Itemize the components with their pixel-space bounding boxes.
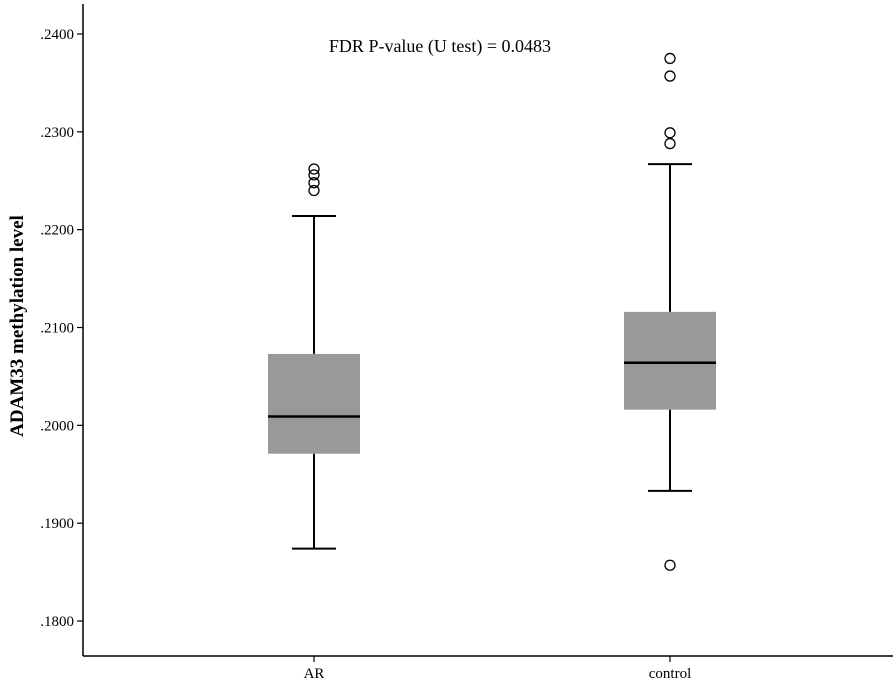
outlier-point: [664, 127, 676, 139]
y-tick-label: .1800: [40, 614, 74, 630]
x-ticks: AR control: [304, 656, 692, 682]
y-axis-title: ADAM33 methylation level: [7, 215, 28, 437]
y-ticks: .1800 .1900 .2000 .2100 .2200 .2300 .2400: [40, 27, 83, 630]
y-tick-label: .2200: [40, 223, 74, 239]
y-tick-label: .2100: [40, 321, 74, 337]
y-tick-label: .2000: [40, 418, 74, 434]
boxes: [268, 52, 716, 571]
y-tick-label: .2300: [40, 125, 74, 141]
x-category-label: control: [649, 666, 692, 682]
box-group-control: [624, 52, 716, 571]
outlier-point: [308, 184, 320, 197]
annotation-text: FDR P-value (U test) = 0.0483: [329, 36, 551, 57]
outlier-point: [308, 169, 320, 181]
axes: [82, 4, 893, 657]
outlier-point: [664, 70, 676, 82]
outlier-point: [308, 163, 320, 175]
outlier-point: [664, 52, 676, 65]
y-tick-label: .1900: [40, 516, 74, 532]
y-tick-label: .2400: [40, 27, 74, 43]
iqr-box: [268, 353, 360, 454]
x-category-label: AR: [304, 666, 325, 682]
outlier-point: [308, 177, 320, 189]
outlier-point: [664, 137, 676, 150]
outlier-point: [664, 559, 676, 571]
iqr-box: [624, 311, 716, 410]
box-group-ar: [268, 163, 360, 550]
